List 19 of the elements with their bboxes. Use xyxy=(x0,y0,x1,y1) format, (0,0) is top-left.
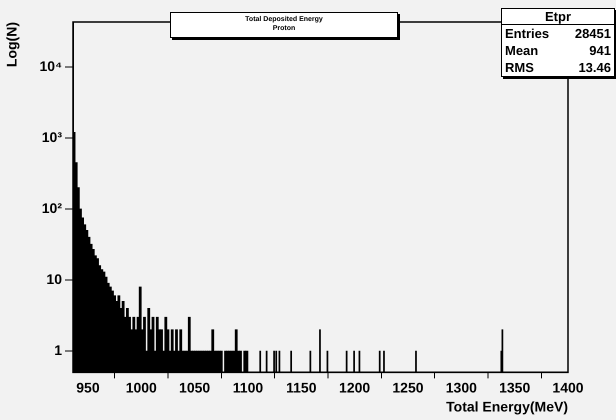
x-axis-title: Total Energy(MeV) xyxy=(446,398,568,414)
y-tick-label: 10² xyxy=(42,200,62,216)
annotation: Etpr xyxy=(502,9,614,25)
x-tick-label: 1150 xyxy=(286,380,317,396)
x-tick-label: 1250 xyxy=(392,380,424,396)
y-tick-label: 10 xyxy=(46,270,62,287)
y-axis-title: Log(N) xyxy=(3,22,20,68)
x-tick-label: 1000 xyxy=(126,380,158,396)
y-tick-label: 10³ xyxy=(42,128,62,145)
x-tick-label: 1350 xyxy=(499,380,530,396)
x-tick-label: 1400 xyxy=(552,380,584,396)
y-tick-label: 1 xyxy=(54,342,62,358)
x-tick-label: 1100 xyxy=(232,380,264,396)
x-tick-label: 1200 xyxy=(339,380,370,396)
y-tick-label: 10⁴ xyxy=(40,58,62,74)
x-tick-label: 1300 xyxy=(446,380,478,396)
x-tick-label: 950 xyxy=(76,380,100,396)
stats-box: Etpr Entries 28451 Mean 941 RMS 13.46 xyxy=(501,8,615,77)
x-tick-label: 1050 xyxy=(179,380,210,396)
